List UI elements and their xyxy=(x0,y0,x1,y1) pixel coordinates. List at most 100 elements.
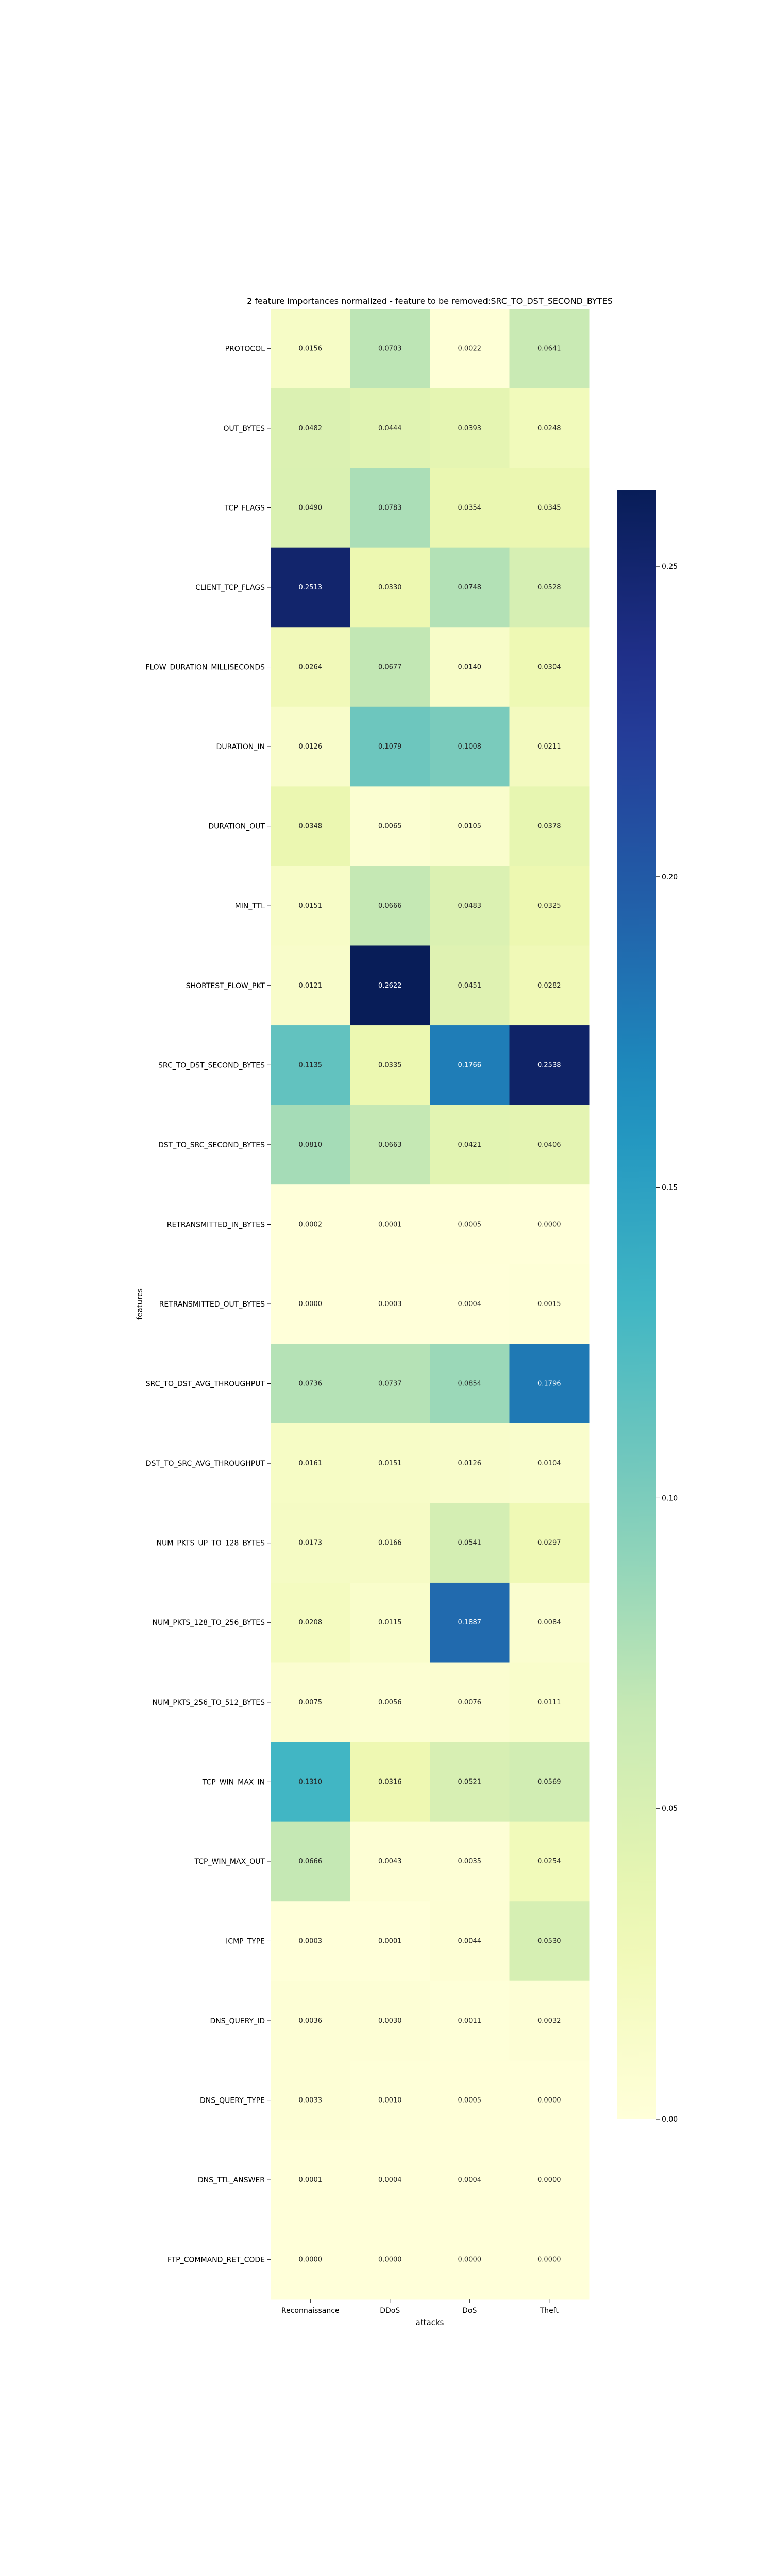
heatmap-cell xyxy=(509,1184,590,1265)
cell-value-label: 0.0783 xyxy=(378,504,402,512)
cell-value-label: 0.0345 xyxy=(537,504,561,512)
heatmap-cell xyxy=(350,388,430,468)
cell-value-label: 0.0000 xyxy=(299,2256,323,2264)
y-tick-label: SRC_TO_DST_SECOND_BYTES xyxy=(158,1061,265,1070)
heatmap-cell xyxy=(350,1980,430,2061)
y-tick-label: NUM_PKTS_256_TO_512_BYTES xyxy=(153,1699,265,1707)
y-tick-label: MIN_TTL xyxy=(235,902,265,910)
cell-value-label: 0.2622 xyxy=(378,982,402,990)
heatmap-cell xyxy=(271,1821,350,1902)
y-axis-ticks: PROTOCOL OUT_BYTES TCP_FLAGS CLIENT_TCP_FLA… xyxy=(145,345,271,2264)
cell-value-label: 0.0451 xyxy=(458,982,482,990)
cell-value-label: 0.0156 xyxy=(299,345,323,352)
cell-value-label: 0.0151 xyxy=(378,1460,402,1467)
heatmap-cell xyxy=(509,468,590,548)
heatmap-cell xyxy=(350,1662,430,1742)
cell-value-label: 0.0354 xyxy=(458,504,482,512)
heatmap-cell xyxy=(350,2060,430,2141)
y-tick-label: DST_TO_SRC_SECOND_BYTES xyxy=(158,1141,265,1149)
heatmap-cell xyxy=(271,388,350,468)
cell-value-label: 0.2538 xyxy=(537,1061,561,1069)
cell-value-label: 0.0075 xyxy=(299,1699,323,1706)
y-tick-label: ICMP_TYPE xyxy=(226,1937,265,1945)
cell-value-label: 0.0003 xyxy=(378,1300,402,1308)
heatmap-cell xyxy=(271,2219,350,2300)
y-tick-label: PROTOCOL xyxy=(225,345,265,353)
cell-value-label: 0.0056 xyxy=(378,1699,402,1706)
cell-value-label: 0.0000 xyxy=(537,2176,561,2184)
heatmap-cell xyxy=(430,1105,510,1185)
cell-value-label: 0.0121 xyxy=(299,982,323,990)
heatmap-cell xyxy=(430,547,510,628)
cell-value-label: 0.0000 xyxy=(537,1221,561,1228)
cell-value-label: 0.0483 xyxy=(458,902,482,910)
heatmap-cell xyxy=(430,1742,510,1822)
cell-value-label: 0.0126 xyxy=(299,743,323,751)
heatmap-cell xyxy=(509,945,590,1026)
heatmap-cell xyxy=(430,2060,510,2141)
cell-value-label: 0.0043 xyxy=(378,1858,402,1866)
cell-value-label: 0.0521 xyxy=(458,1778,482,1786)
colorbar-tick-label: 0.20 xyxy=(662,873,678,882)
heatmap-cell xyxy=(430,706,510,787)
y-axis-title: features xyxy=(135,1288,144,1320)
cell-value-label: 0.0541 xyxy=(458,1539,482,1547)
heatmap-cell xyxy=(271,1264,350,1344)
cell-value-label: 0.0528 xyxy=(537,584,561,591)
heatmap-cell xyxy=(350,1264,430,1344)
x-tick-label: Theft xyxy=(540,2307,559,2315)
y-tick-label: DNS_QUERY_ID xyxy=(210,2017,265,2025)
heatmap-cell xyxy=(271,1184,350,1265)
cell-value-label: 0.0282 xyxy=(537,982,561,990)
y-tick-label: DNS_TTL_ANSWER xyxy=(198,2176,265,2184)
x-tick-label: DDoS xyxy=(380,2307,400,2315)
heatmap-cell xyxy=(430,1423,510,1503)
cell-value-label: 0.0004 xyxy=(458,2176,482,2184)
y-tick-label: CLIENT_TCP_FLAGS xyxy=(195,584,265,592)
heatmap-cell xyxy=(271,1105,350,1185)
cell-value-label: 0.0737 xyxy=(378,1380,402,1388)
x-tick-label: DoS xyxy=(462,2307,477,2315)
heatmap-cell xyxy=(430,1901,510,1981)
cell-value-label: 0.0406 xyxy=(537,1141,561,1149)
heatmap-cell xyxy=(350,627,430,707)
cell-value-label: 0.0000 xyxy=(458,2256,482,2264)
heatmap-cell xyxy=(509,1105,590,1185)
x-axis-ticks: Reconnaissance DDoS DoS Theft xyxy=(281,2299,559,2315)
cell-value-label: 0.0022 xyxy=(458,345,482,352)
chart-title: 2 feature importances normalized - featu… xyxy=(247,296,613,307)
cell-value-label: 0.0254 xyxy=(537,1858,561,1866)
heatmap-cell xyxy=(509,1980,590,2061)
y-tick-label: DNS_QUERY_TYPE xyxy=(200,2097,265,2105)
cell-value-label: 0.0001 xyxy=(299,2176,323,2184)
heatmap-cell xyxy=(271,866,350,946)
heatmap-cell xyxy=(509,388,590,468)
y-tick-label: FLOW_DURATION_MILLISECONDS xyxy=(145,664,265,672)
cell-value-label: 0.0211 xyxy=(537,743,561,751)
colorbar xyxy=(617,490,656,2119)
heatmap-cell xyxy=(509,1901,590,1981)
heatmap-cell xyxy=(350,2219,430,2300)
y-tick-label: TCP_FLAGS xyxy=(224,504,265,512)
cell-value-label: 0.0444 xyxy=(378,425,402,432)
cell-value-label: 0.2513 xyxy=(299,584,323,591)
heatmap-cell xyxy=(430,2219,510,2300)
heatmap-cell xyxy=(271,706,350,787)
cell-value-label: 0.0000 xyxy=(299,1300,323,1308)
y-tick-label: DURATION_IN xyxy=(216,743,265,751)
cell-value-label: 0.0854 xyxy=(458,1380,482,1388)
heatmap-cell xyxy=(350,1582,430,1663)
cell-value-label: 0.0641 xyxy=(537,345,561,352)
cell-value-label: 0.0015 xyxy=(537,1300,561,1308)
heatmap-cell xyxy=(509,1264,590,1344)
heatmap-cell xyxy=(271,1344,350,1424)
cell-value-label: 0.0000 xyxy=(378,2256,402,2264)
cell-value-label: 0.0104 xyxy=(537,1460,561,1467)
cell-value-label: 0.0378 xyxy=(537,823,561,831)
y-tick-label: NUM_PKTS_UP_TO_128_BYTES xyxy=(157,1539,265,1548)
cell-value-label: 0.0003 xyxy=(299,1937,323,1945)
heatmap-cell xyxy=(509,1423,590,1503)
heatmap-cell xyxy=(430,388,510,468)
heatmap-cell xyxy=(350,706,430,787)
heatmap-cell xyxy=(509,1344,590,1424)
